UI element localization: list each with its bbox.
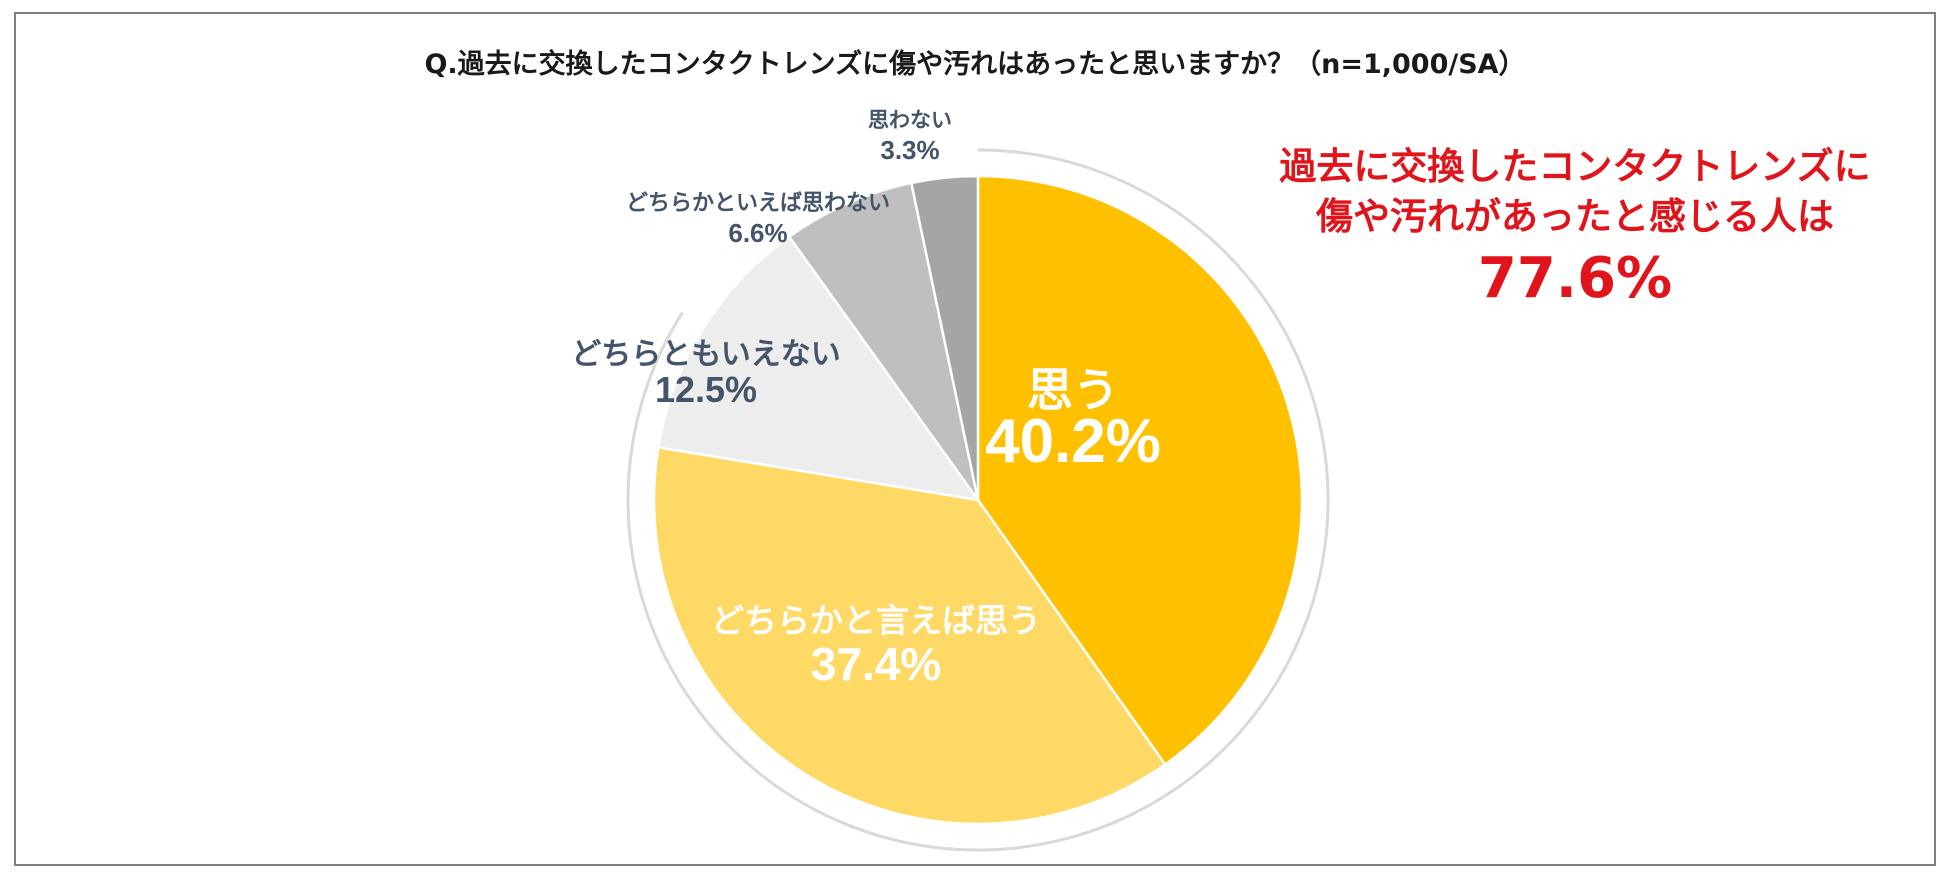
slice-value-label-3: 12.5% bbox=[655, 369, 757, 410]
slice-label-5: 思わない bbox=[868, 108, 952, 132]
slice-value-label-5: 3.3% bbox=[880, 135, 939, 165]
pie-slice-4 bbox=[787, 181, 980, 501]
pie-slice-3 bbox=[656, 234, 981, 502]
slice-value-label-2: 37.4% bbox=[811, 638, 941, 690]
slice-label-3: どちらともいえない bbox=[571, 337, 840, 372]
outer-ring bbox=[626, 148, 1330, 852]
slice-value-label-4: 6.6% bbox=[728, 218, 787, 248]
pie-slice-1 bbox=[976, 174, 1304, 767]
chart-title: Q.過去に交換したコンタクトレンズに傷や汚れはあったと思いますか？（n=1,00… bbox=[424, 49, 1526, 80]
pie-slice-5 bbox=[909, 174, 980, 501]
slice-value-label-1: 40.2% bbox=[985, 407, 1161, 476]
slice-label-4: どちらかといえば思わない bbox=[626, 191, 890, 216]
slice-label-1: 思う bbox=[1027, 363, 1119, 417]
pie-slice-2 bbox=[652, 445, 1167, 826]
summary-callout: 過去に交換したコンタクトレンズに 傷や汚れがあったと感じる人は 77.6% bbox=[1205, 142, 1945, 314]
slice-label-2: どちらかと言えば思う bbox=[711, 601, 1041, 640]
callout-line-1: 過去に交換したコンタクトレンズに bbox=[1279, 145, 1871, 188]
callout-value: 77.6% bbox=[1477, 246, 1673, 311]
callout-line-2: 傷や汚れがあったと感じる人は bbox=[1316, 195, 1834, 238]
